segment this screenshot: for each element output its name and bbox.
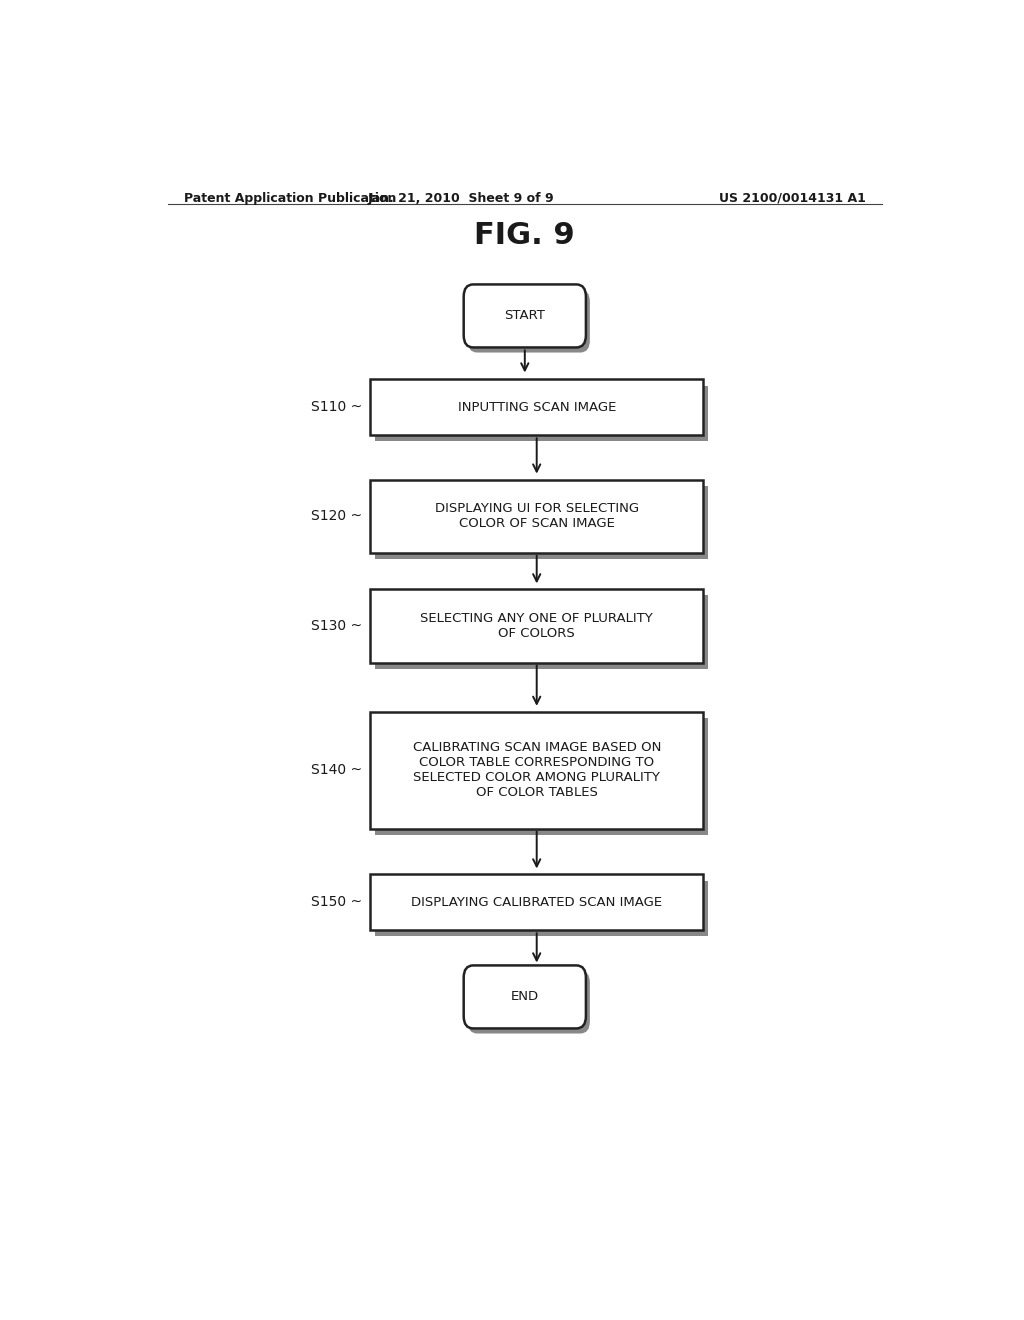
Text: S140 ~: S140 ~	[311, 763, 362, 777]
Text: Patent Application Publication: Patent Application Publication	[183, 191, 396, 205]
Text: DISPLAYING UI FOR SELECTING
COLOR OF SCAN IMAGE: DISPLAYING UI FOR SELECTING COLOR OF SCA…	[434, 502, 639, 531]
FancyBboxPatch shape	[468, 970, 590, 1034]
FancyBboxPatch shape	[375, 385, 709, 441]
FancyBboxPatch shape	[375, 880, 709, 936]
Text: SELECTING ANY ONE OF PLURALITY
OF COLORS: SELECTING ANY ONE OF PLURALITY OF COLORS	[420, 612, 653, 640]
FancyBboxPatch shape	[468, 289, 590, 352]
Text: S130 ~: S130 ~	[311, 619, 362, 634]
Text: DISPLAYING CALIBRATED SCAN IMAGE: DISPLAYING CALIBRATED SCAN IMAGE	[412, 896, 663, 909]
Text: S150 ~: S150 ~	[311, 895, 362, 909]
FancyBboxPatch shape	[375, 486, 709, 558]
FancyBboxPatch shape	[370, 711, 703, 829]
Text: US 2100/0014131 A1: US 2100/0014131 A1	[719, 191, 866, 205]
Text: S110 ~: S110 ~	[311, 400, 362, 414]
FancyBboxPatch shape	[464, 965, 586, 1028]
FancyBboxPatch shape	[370, 589, 703, 663]
Text: CALIBRATING SCAN IMAGE BASED ON
COLOR TABLE CORRESPONDING TO
SELECTED COLOR AMON: CALIBRATING SCAN IMAGE BASED ON COLOR TA…	[413, 742, 660, 800]
FancyBboxPatch shape	[464, 284, 586, 347]
FancyBboxPatch shape	[370, 379, 703, 436]
FancyBboxPatch shape	[370, 874, 703, 931]
Text: INPUTTING SCAN IMAGE: INPUTTING SCAN IMAGE	[458, 401, 615, 414]
FancyBboxPatch shape	[370, 479, 703, 553]
Text: FIG. 9: FIG. 9	[474, 222, 575, 251]
FancyBboxPatch shape	[375, 595, 709, 669]
Text: S120 ~: S120 ~	[311, 510, 362, 523]
Text: Jan. 21, 2010  Sheet 9 of 9: Jan. 21, 2010 Sheet 9 of 9	[368, 191, 555, 205]
Text: START: START	[505, 309, 545, 322]
Text: END: END	[511, 990, 539, 1003]
FancyBboxPatch shape	[375, 718, 709, 834]
